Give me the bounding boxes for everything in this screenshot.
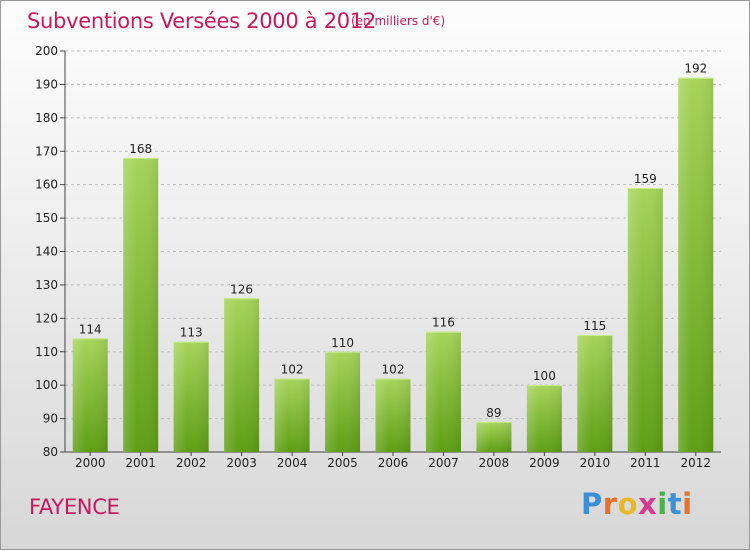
data-label-2004: 102 xyxy=(281,362,304,376)
logo-letter: P xyxy=(581,487,603,521)
y-tick-label: 160 xyxy=(35,178,58,192)
bar-shine xyxy=(274,378,310,452)
x-tick-label: 2009 xyxy=(529,456,560,470)
y-tick-label: 80 xyxy=(43,445,58,459)
chart-title: Subventions Versées 2000 à 2012 xyxy=(27,9,376,33)
x-tick-label: 2007 xyxy=(428,456,459,470)
data-label-2008: 89 xyxy=(486,406,501,420)
logo-letter: t xyxy=(667,487,683,521)
x-tick-label: 2005 xyxy=(327,456,358,470)
logo-letter: i xyxy=(657,487,668,521)
bar-shine xyxy=(678,77,714,452)
bar-shine xyxy=(123,157,159,452)
bar-shine xyxy=(325,351,361,452)
bar-shine xyxy=(476,421,512,452)
y-tick-label: 180 xyxy=(35,111,58,125)
x-tick-label: 2000 xyxy=(75,456,106,470)
proxiti-logo: Proxiti xyxy=(581,487,693,521)
data-label-2010: 115 xyxy=(583,319,606,333)
bar-shine xyxy=(224,298,260,452)
chart-unit: (en milliers d'€) xyxy=(351,14,446,28)
y-tick-label: 120 xyxy=(35,311,58,325)
logo-letter: x xyxy=(638,487,658,521)
y-tick-label: 200 xyxy=(35,44,58,58)
x-tick-label: 2002 xyxy=(176,456,207,470)
bar-shine xyxy=(627,188,663,452)
y-tick-label: 190 xyxy=(35,77,58,91)
y-tick-label: 150 xyxy=(35,211,58,225)
data-label-2001: 168 xyxy=(129,142,152,156)
y-tick-label: 140 xyxy=(35,245,58,259)
bar-shine xyxy=(72,338,108,452)
x-tick-label: 2001 xyxy=(125,456,156,470)
x-tick-label: 2006 xyxy=(378,456,409,470)
data-label-2006: 102 xyxy=(382,362,405,376)
x-tick-label: 2008 xyxy=(479,456,510,470)
bar-shine xyxy=(375,378,411,452)
bar-shine xyxy=(173,341,209,452)
x-tick-label: 2010 xyxy=(580,456,611,470)
data-label-2005: 110 xyxy=(331,336,354,350)
x-tick-label: 2003 xyxy=(226,456,257,470)
data-label-2007: 116 xyxy=(432,316,455,330)
y-tick-label: 90 xyxy=(43,412,58,426)
y-tick-label: 100 xyxy=(35,378,58,392)
logo-letter: o xyxy=(617,487,639,521)
logo-letter: r xyxy=(602,487,618,521)
x-tick-label: 2012 xyxy=(680,456,711,470)
data-label-2011: 159 xyxy=(634,172,657,186)
bar-shine xyxy=(425,331,461,452)
data-label-2002: 113 xyxy=(180,326,203,340)
data-label-2009: 100 xyxy=(533,369,556,383)
y-tick-label: 170 xyxy=(35,144,58,158)
data-label-2000: 114 xyxy=(79,322,102,336)
commune-name: FAYENCE xyxy=(29,495,120,519)
data-label-2012: 192 xyxy=(684,62,707,76)
data-label-2003: 126 xyxy=(230,282,253,296)
x-tick-label: 2004 xyxy=(277,456,308,470)
bar-shine xyxy=(526,385,562,452)
x-tick-label: 2011 xyxy=(630,456,661,470)
logo-letter: i xyxy=(682,487,693,521)
y-tick-label: 110 xyxy=(35,345,58,359)
y-tick-label: 130 xyxy=(35,278,58,292)
bar-shine xyxy=(577,335,613,452)
